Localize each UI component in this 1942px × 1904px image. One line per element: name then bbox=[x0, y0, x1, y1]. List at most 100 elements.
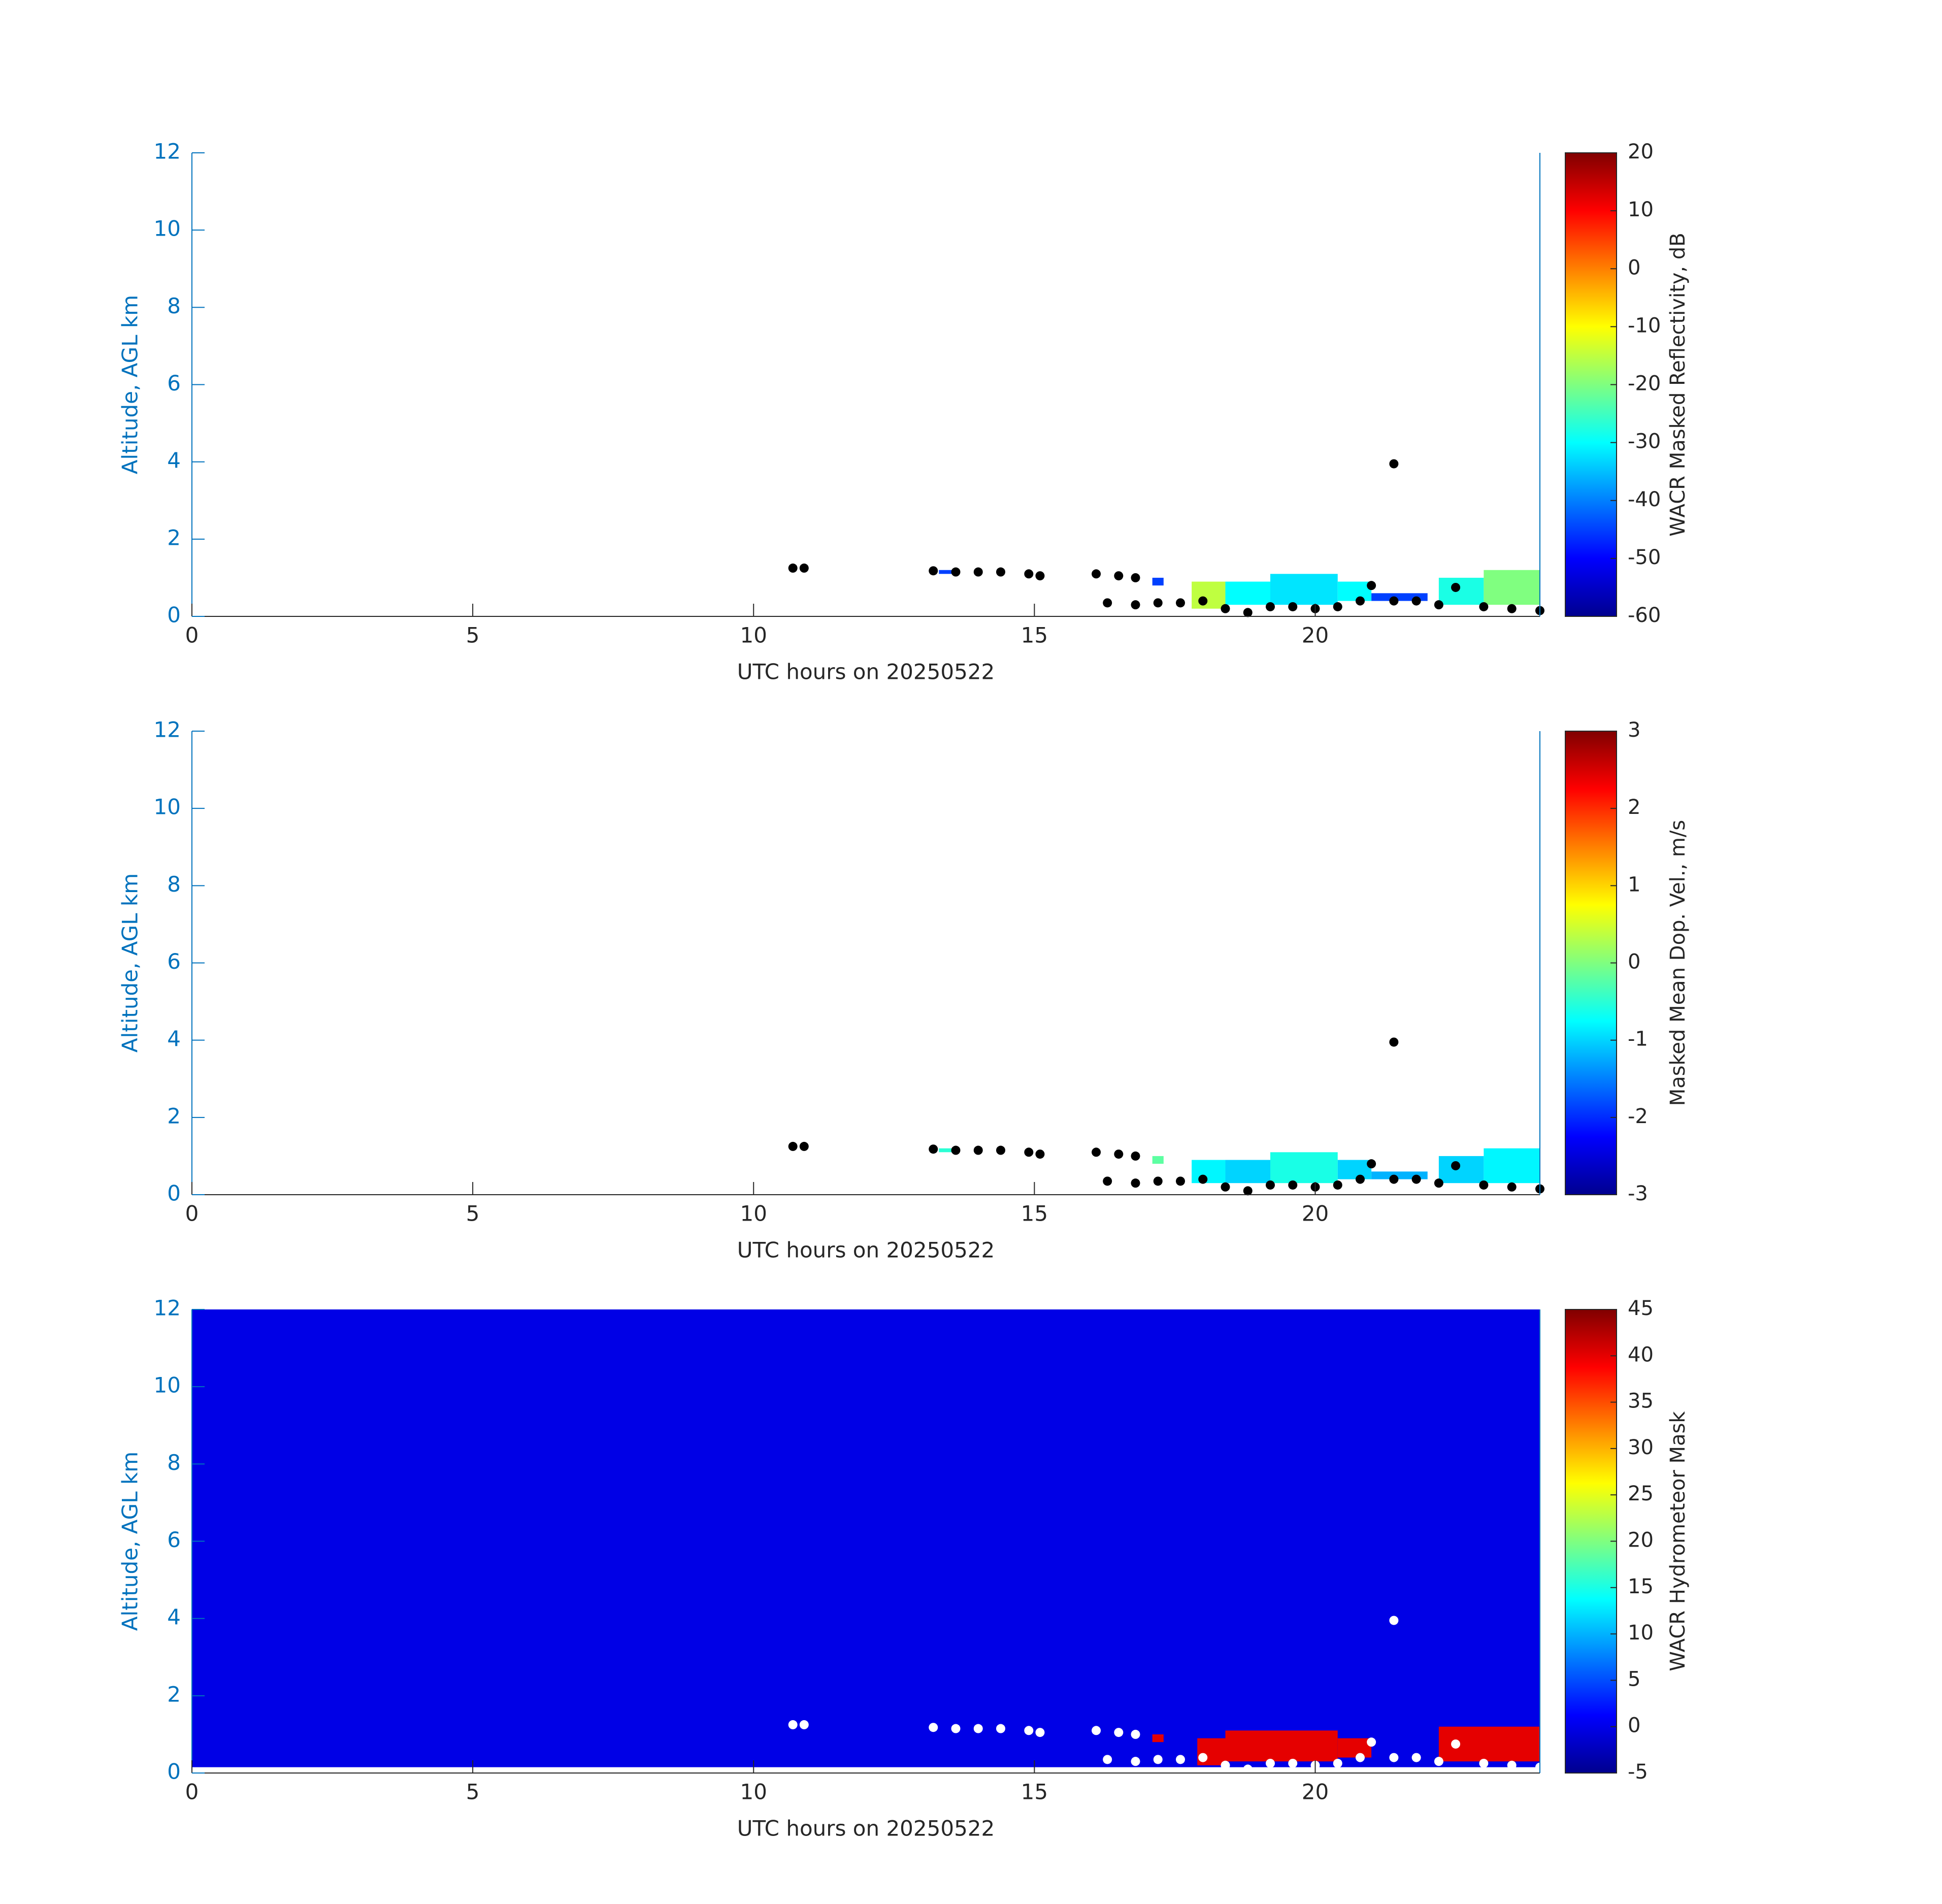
cloud-base-point bbox=[1333, 1180, 1342, 1190]
cloud-base-point bbox=[1092, 1147, 1101, 1157]
x-tick-label: 20 bbox=[1302, 1201, 1329, 1226]
cloud-base-point bbox=[1198, 1753, 1208, 1762]
y-tick-label: 12 bbox=[154, 1296, 181, 1321]
heat-cell bbox=[1337, 1738, 1372, 1758]
cloud-base-point bbox=[929, 1723, 938, 1732]
cloud-base-point bbox=[1024, 1147, 1034, 1157]
y-tick-label: 10 bbox=[154, 795, 181, 819]
cloud-base-point bbox=[1389, 1616, 1399, 1625]
x-tick-label: 20 bbox=[1302, 623, 1329, 648]
colorbar-tick-label: 3 bbox=[1628, 718, 1640, 742]
colorbar-label: WACR Masked Reflectivity, dB bbox=[1666, 233, 1690, 536]
colorbar-tick-label: -50 bbox=[1628, 546, 1661, 569]
cloud-base-point bbox=[1333, 1758, 1342, 1768]
heat-cell bbox=[1337, 581, 1372, 601]
heat-cell bbox=[1152, 1734, 1164, 1743]
cloud-base-point bbox=[1153, 1755, 1163, 1764]
cloud-base-point bbox=[1479, 1758, 1489, 1768]
colorbar-tick-label: 15 bbox=[1628, 1575, 1654, 1598]
cloud-base-point bbox=[1479, 1180, 1489, 1190]
heat-cell bbox=[1270, 1152, 1338, 1184]
colorbar bbox=[1565, 1309, 1617, 1774]
cloud-base-point bbox=[1367, 581, 1376, 590]
heat-cell bbox=[1225, 581, 1270, 605]
heat-cell bbox=[1484, 1148, 1540, 1184]
cloud-base-point bbox=[1507, 604, 1517, 613]
cloud-base-point bbox=[951, 1145, 961, 1155]
colorbar-tick-label: 10 bbox=[1628, 198, 1654, 221]
colorbar-tick-label: 20 bbox=[1628, 1529, 1654, 1552]
cloud-base-point bbox=[1221, 604, 1230, 613]
y-axis-label: Altitude, AGL km bbox=[118, 295, 143, 474]
y-tick-label: 0 bbox=[167, 1759, 181, 1784]
cloud-base-point bbox=[1389, 1037, 1399, 1047]
cloud-base-point bbox=[1176, 1755, 1185, 1764]
colorbar-tick-label: -30 bbox=[1628, 430, 1661, 453]
cloud-base-point bbox=[1451, 1739, 1461, 1749]
cloud-base-point bbox=[1266, 1758, 1275, 1768]
cloud-base-point bbox=[973, 1145, 983, 1155]
x-tick-label: 10 bbox=[740, 1780, 767, 1804]
x-tick-label: 0 bbox=[185, 623, 199, 648]
cloud-base-point bbox=[799, 1141, 809, 1151]
cloud-base-point bbox=[929, 566, 938, 576]
cloud-base-point bbox=[1131, 1178, 1140, 1188]
y-tick-label: 2 bbox=[167, 1103, 181, 1128]
cloud-base-point bbox=[1367, 1159, 1376, 1169]
x-tick-label: 10 bbox=[740, 623, 767, 648]
heat-cell bbox=[1192, 581, 1226, 609]
cloud-base-point bbox=[1434, 1178, 1443, 1188]
cloud-base-point bbox=[1411, 596, 1421, 606]
y-tick-label: 0 bbox=[167, 1181, 181, 1206]
colorbar-tick-label: 0 bbox=[1628, 1714, 1640, 1737]
cloud-base-point bbox=[1389, 596, 1399, 606]
cloud-base-point bbox=[1356, 596, 1365, 606]
cloud-base-point bbox=[1243, 608, 1253, 617]
cloud-base-point bbox=[929, 1144, 938, 1154]
cloud-base-point bbox=[1221, 1182, 1230, 1192]
y-tick-label: 8 bbox=[167, 1450, 181, 1475]
cloud-base-point bbox=[1035, 1728, 1045, 1737]
heat-cell bbox=[939, 570, 956, 574]
cloud-base-point bbox=[1131, 1757, 1140, 1766]
cloud-base-point bbox=[1266, 1180, 1275, 1190]
colorbar-tick-label: 20 bbox=[1628, 140, 1654, 163]
cloud-base-point bbox=[1288, 602, 1298, 611]
colorbar-tick-label: -60 bbox=[1628, 604, 1661, 627]
x-tick-label: 0 bbox=[185, 1201, 199, 1226]
cloud-base-point bbox=[951, 567, 961, 577]
cloud-base-point bbox=[973, 567, 983, 577]
cloud-base-point bbox=[1092, 569, 1101, 579]
cloud-base-point bbox=[1035, 571, 1045, 581]
x-tick-label: 0 bbox=[185, 1780, 199, 1804]
cloud-base-point bbox=[1103, 598, 1112, 608]
cloud-base-point bbox=[1103, 1176, 1112, 1186]
y-axis-label: Altitude, AGL km bbox=[118, 1452, 143, 1631]
heat-cell bbox=[1484, 570, 1540, 605]
cloud-base-point bbox=[1411, 1753, 1421, 1762]
heat-cell bbox=[1225, 1160, 1270, 1184]
cloud-base-point bbox=[1114, 1150, 1124, 1159]
colorbar-tick-label: -20 bbox=[1628, 372, 1661, 396]
cloud-base-point bbox=[1092, 1726, 1101, 1735]
cloud-base-point bbox=[788, 563, 798, 573]
cloud-base-point bbox=[1434, 600, 1443, 610]
heat-cell bbox=[1152, 1156, 1164, 1164]
y-tick-label: 6 bbox=[167, 371, 181, 396]
heat-cell bbox=[192, 1309, 1540, 1767]
cloud-base-point bbox=[1507, 1760, 1517, 1770]
cloud-base-point bbox=[1103, 1755, 1112, 1764]
heat-cell bbox=[939, 1148, 956, 1153]
cloud-base-point bbox=[1356, 1174, 1365, 1184]
cloud-base-point bbox=[1221, 1760, 1230, 1770]
cloud-base-point bbox=[1153, 598, 1163, 608]
cloud-base-point bbox=[1131, 600, 1140, 610]
colorbar-tick-label: -5 bbox=[1628, 1760, 1648, 1784]
x-tick-label: 20 bbox=[1302, 1780, 1329, 1804]
cloud-base-point bbox=[1114, 1728, 1124, 1737]
cloud-base-point bbox=[1507, 1182, 1517, 1192]
y-tick-label: 8 bbox=[167, 872, 181, 897]
y-tick-label: 6 bbox=[167, 1527, 181, 1552]
y-tick-label: 0 bbox=[167, 603, 181, 628]
